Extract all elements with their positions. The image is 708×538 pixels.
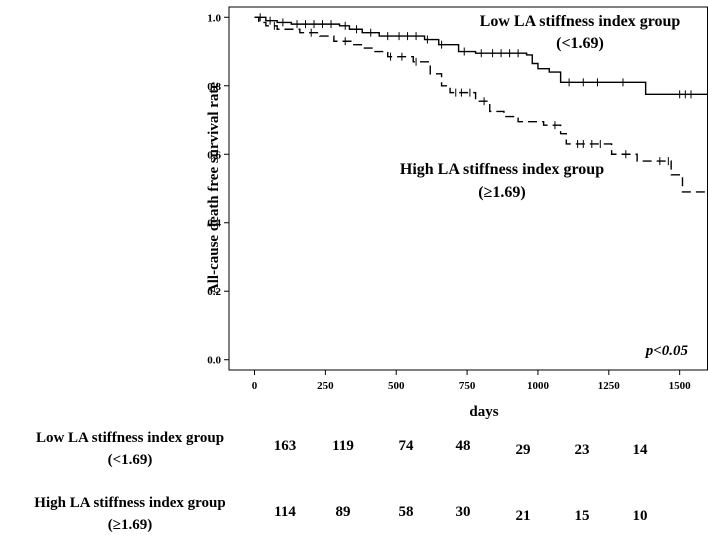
risk-count-low: 119 (332, 438, 354, 454)
risk-count-high: 89 (336, 504, 351, 520)
risk-row-low-label-line1: Low LA stiffness index group (36, 430, 224, 446)
low-group-annotation-line2: (<1.69) (556, 35, 604, 52)
risk-row-high-label-line2: (≥1.69) (108, 517, 152, 533)
plot-frame (228, 6, 708, 371)
y-tick-label: 0.4 (207, 218, 221, 230)
risk-row-high-label-line1: High LA stiffness index group (34, 495, 225, 511)
high-group-annotation-line2: (≥1.69) (478, 184, 525, 201)
risk-row-low-label-line2: (<1.69) (108, 452, 153, 468)
x-tick-label: 750 (459, 380, 476, 392)
censor-marks (259, 13, 692, 166)
risk-count-low: 48 (456, 438, 471, 454)
x-tick-label: 1500 (669, 380, 692, 392)
y-axis-title: All-cause death free survival rate (206, 82, 222, 295)
risk-table: Low LA stiffness index group (<1.69) Hig… (34, 430, 648, 533)
high-group-curve (254, 16, 708, 193)
y-tick-label: 0.6 (207, 149, 221, 161)
risk-count-high: 114 (274, 504, 296, 520)
y-tick-label: 0.8 (207, 81, 221, 93)
y-tick-label: 0.0 (207, 355, 221, 367)
risk-count-high: 30 (456, 504, 471, 520)
risk-count-low: 163 (274, 438, 297, 454)
y-tick-label: 0.2 (207, 286, 221, 298)
x-tick-label: 500 (388, 380, 405, 392)
p-value: p<0.05 (644, 343, 689, 359)
y-tick-label: 1.0 (207, 12, 221, 24)
risk-count-high: 58 (399, 504, 414, 520)
low-group-annotation-line1: Low LA stiffness index group (480, 13, 681, 30)
risk-count-high: 21 (516, 508, 531, 524)
x-tick-label: 1000 (527, 380, 550, 392)
risk-count-high: 10 (633, 508, 648, 524)
x-axis: 0 250 500 750 1000 1250 1500 (252, 370, 691, 392)
risk-count-low: 29 (516, 442, 531, 458)
y-axis: 0.0 0.2 0.4 0.6 0.8 1.0 (207, 12, 229, 367)
x-tick-label: 1250 (598, 380, 621, 392)
risk-count-low: 23 (575, 442, 590, 458)
risk-count-low: 14 (633, 442, 649, 458)
x-tick-label: 250 (317, 380, 334, 392)
low-group-curve (254, 16, 708, 96)
risk-count-low: 74 (399, 438, 415, 454)
x-tick-label: 0 (252, 380, 258, 392)
high-group-annotation-line1: High LA stiffness index group (400, 161, 604, 178)
risk-count-high: 15 (575, 508, 590, 524)
survival-curves (254, 16, 708, 193)
x-axis-title: days (469, 404, 498, 420)
